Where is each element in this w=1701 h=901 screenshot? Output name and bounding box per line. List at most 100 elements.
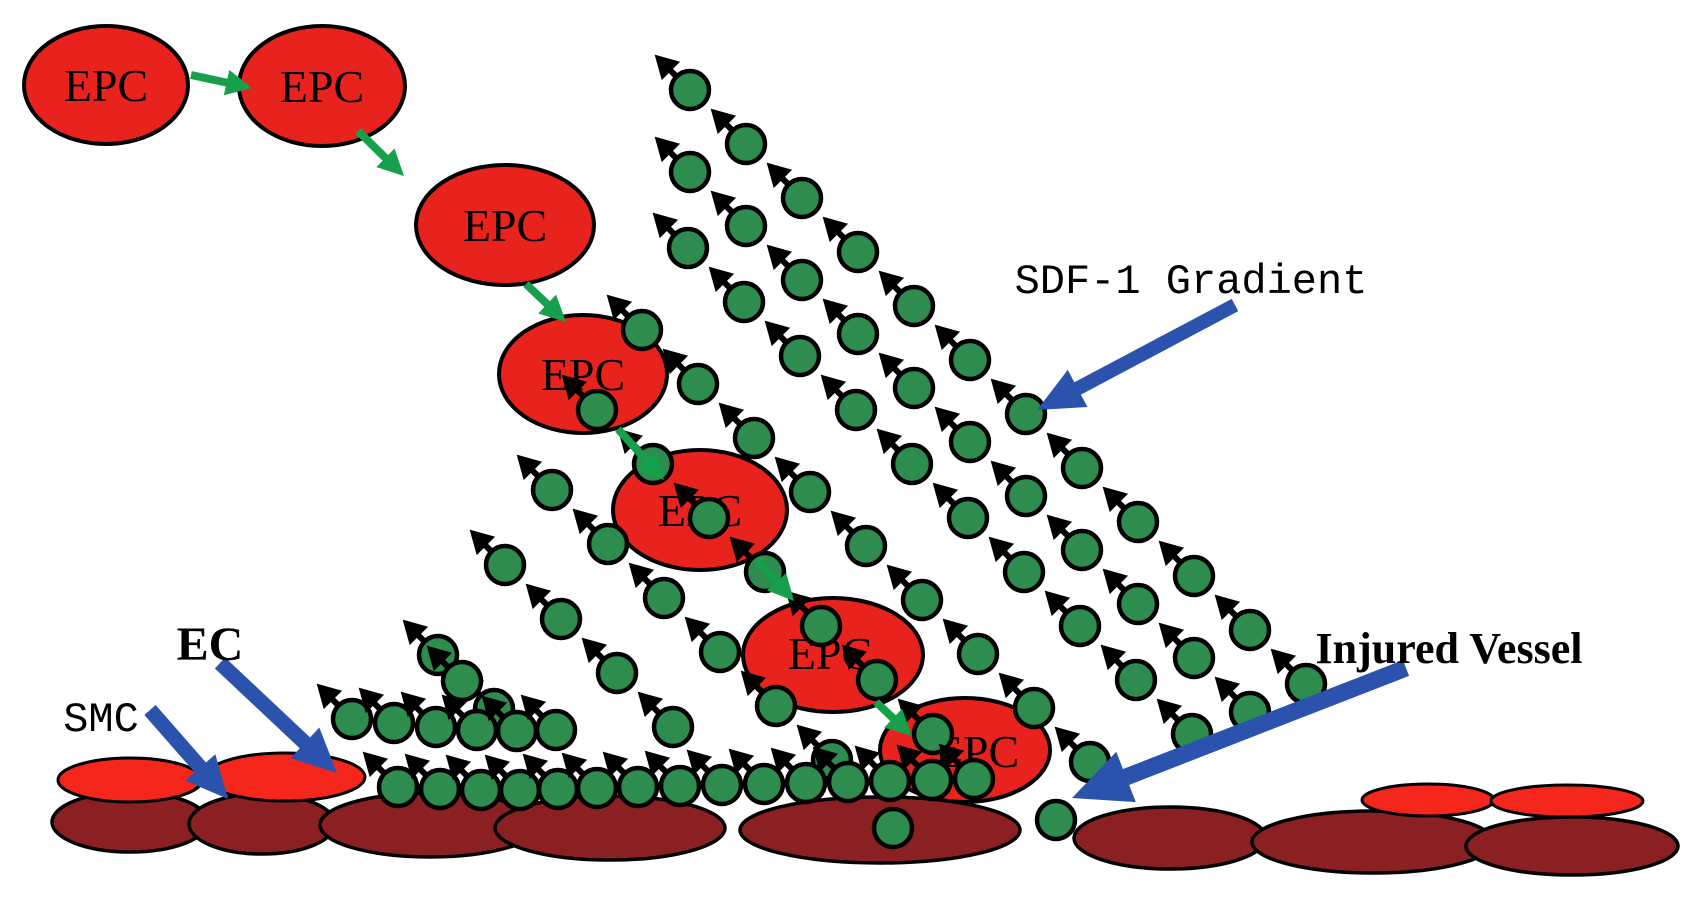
epc-cell-label: EPC: [64, 60, 148, 111]
sdf1-cell: [799, 604, 843, 648]
sdf1-cell: [780, 258, 824, 302]
sdf1-flow-arrow-head: [652, 212, 679, 239]
sdf1-molecule: [820, 374, 878, 432]
epc-migration-arrow: [873, 699, 912, 736]
sdf1-flow-arrow-head: [673, 482, 700, 509]
sdf1-flow-arrow-head: [728, 748, 755, 775]
sdf1-flow-arrow-head: [400, 691, 427, 718]
sdf1-molecule: [628, 562, 686, 620]
sdf1-molecule: [1102, 486, 1160, 544]
sdf1-cell: [892, 284, 936, 328]
sdf1-cell: [1172, 636, 1216, 680]
epc-migration-arrow-head: [538, 294, 566, 322]
sdf1-cell: [575, 388, 619, 432]
sdf1-molecule: [441, 694, 499, 752]
epc-migration-arrow-head: [884, 708, 912, 736]
sdf1-molecule: [1046, 514, 1104, 572]
epc-migration-arrows-layer: [190, 69, 912, 736]
sdf1-molecule: [878, 352, 936, 410]
sdf1-flow-arrow-head: [1044, 590, 1071, 617]
sdf1-cell: [530, 468, 574, 512]
sdf1-molecule: [822, 216, 880, 274]
sdf1-flow-arrow-head: [426, 645, 453, 672]
sdf1-cell: [440, 659, 484, 703]
sdf1-molecule: [652, 212, 710, 270]
sdf1-molecule: [830, 510, 888, 568]
sdf1-cell: [724, 204, 768, 248]
sdf1-cell: [871, 806, 915, 850]
sdf1-molecule: [662, 348, 720, 406]
sdf1-molecule: [654, 54, 712, 112]
sdf1-molecule: [934, 324, 992, 382]
sdf1-molecule: [358, 687, 416, 745]
epc-cell: [22, 24, 190, 146]
sdf1-molecule: [1102, 568, 1160, 626]
injured-vessel-pointer-arrow-shaft: [1121, 660, 1410, 786]
sdf1-cell: [836, 230, 880, 274]
sdf1-flow-arrow-head: [938, 743, 965, 770]
sdf1-molecule: [1270, 648, 1328, 706]
sdf1-flow-arrow-head: [362, 751, 389, 778]
sdf1-flow-arrow-head: [766, 162, 793, 189]
sdf1-molecule: [942, 618, 1000, 676]
sdf1-cell: [948, 338, 992, 382]
epc-migration-arrow-shaft: [615, 426, 651, 465]
sdf1-molecule: [990, 378, 1048, 436]
annotation-arrows-layer: [144, 298, 1410, 803]
sdf1-cell: [910, 758, 954, 802]
sdf1-flow-arrow-head: [561, 374, 588, 401]
sdf1-molecule: [854, 745, 912, 803]
sdf1-cell: [1004, 474, 1048, 518]
sdf1-cell: [1002, 550, 1046, 594]
sdf1-flow-arrow-head: [878, 352, 905, 379]
sdf1-cell: [826, 760, 870, 804]
sdf1-flow-arrow-head: [830, 510, 857, 537]
sdf1-cell: [890, 442, 934, 486]
sdf1-flow-arrow-head: [445, 754, 472, 781]
injured-vessel-pointer-arrow: [1072, 660, 1410, 803]
sdf1-cell: [722, 280, 766, 324]
epc-migration-arrow-shaft: [873, 699, 898, 723]
sdf1-flow-arrow-head: [718, 402, 745, 429]
sdf1-molecule: [988, 536, 1046, 594]
sdf1-cell: [668, 68, 712, 112]
sdf1-flow-arrow-head: [581, 637, 608, 664]
sdf1-cell: [1172, 554, 1216, 598]
sdf1-cell: [330, 697, 374, 741]
sdf1-molecule: [990, 460, 1048, 518]
sdf1-cell: [642, 576, 686, 620]
epc-migration-arrow: [754, 557, 794, 601]
sdf1-flow-arrow-head: [684, 616, 711, 643]
sdf1-gradient-field-layer: [316, 54, 1328, 850]
sdf1-molecule: [766, 162, 824, 220]
sdf1-cell: [778, 334, 822, 378]
sdf1-cell: [495, 709, 539, 753]
sdf1-flow-arrow-head: [876, 428, 903, 455]
sdf1-molecule: [934, 406, 992, 464]
sdf1-molecule: [897, 698, 955, 756]
epc-migration-arrow: [190, 69, 252, 96]
sdf1-flow-arrow-head: [644, 750, 671, 777]
sdf1-molecule: [764, 320, 822, 378]
sdf1-cell: [676, 362, 720, 406]
smc-pointer-arrow-shaft: [144, 705, 208, 774]
sdf1-molecule: [785, 590, 843, 648]
sdf1-molecule: [1158, 622, 1216, 680]
sdf1-cell: [539, 597, 583, 641]
sdf1-flow-arrow-head: [637, 691, 664, 718]
epc-migration-arrow-shaft: [190, 71, 230, 87]
injured-vessel-layer: [50, 751, 1680, 877]
sdf1-cell: [844, 524, 888, 568]
sdf1-flow-arrow-head: [764, 320, 791, 347]
sdf1-cell: [483, 543, 527, 587]
sdf1-molecule: [998, 672, 1056, 730]
sdf1-cell: [698, 630, 742, 674]
sdf1-molecule: [1034, 798, 1078, 842]
sdf1-molecule: [644, 750, 702, 808]
ec-cell: [56, 756, 204, 804]
sdf1-flow-arrow-head: [998, 672, 1025, 699]
label-ec: EC: [177, 618, 244, 671]
epc-migration-arrow: [615, 426, 664, 480]
sdf1-flow-arrow-head: [822, 298, 849, 325]
